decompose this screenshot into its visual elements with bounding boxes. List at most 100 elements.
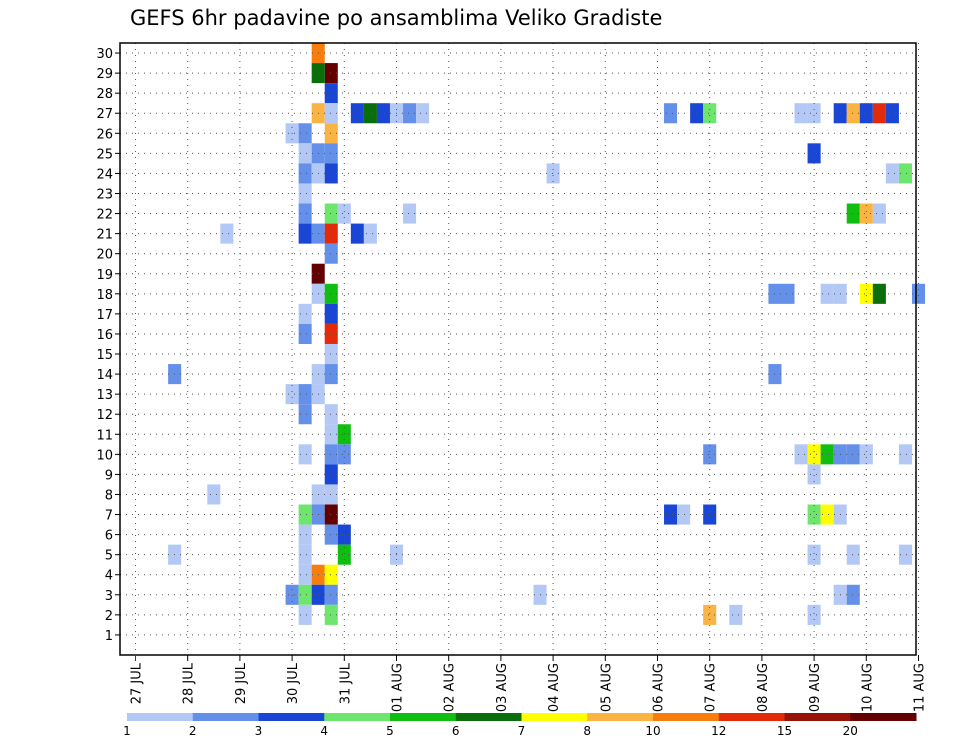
precip-cell — [859, 103, 873, 124]
precip-cell — [807, 504, 821, 525]
precip-cell — [807, 604, 821, 625]
precip-cell — [337, 544, 351, 565]
y-tick-label: 20 — [96, 248, 113, 263]
y-tick-label: 13 — [96, 388, 113, 403]
y-tick-label: 26 — [96, 127, 113, 142]
precip-cell — [324, 444, 338, 465]
y-tick-label: 18 — [96, 288, 113, 303]
colorbar-label: 10 — [645, 724, 660, 738]
precip-cell — [285, 584, 299, 605]
y-tick-label: 24 — [96, 167, 113, 182]
x-tick-label: 01 AUG — [391, 663, 406, 712]
y-tick-label: 1 — [105, 629, 113, 644]
precip-cell — [285, 384, 299, 405]
precip-cell — [324, 564, 338, 585]
precip-cell — [807, 143, 821, 164]
cells-layer — [168, 43, 926, 625]
y-axis: 1234567891011121314151617181920212223242… — [96, 47, 120, 644]
y-tick-label: 6 — [105, 529, 113, 544]
colorbar-swatch — [850, 713, 917, 721]
colorbar-swatch — [784, 713, 851, 721]
precip-cell — [703, 504, 717, 525]
y-tick-label: 30 — [96, 47, 113, 62]
x-tick-label: 04 AUG — [547, 663, 562, 712]
precip-cell — [872, 103, 886, 124]
colorbar-label: 1 — [123, 724, 131, 738]
precip-cell — [885, 163, 899, 184]
colorbar-label: 5 — [386, 724, 394, 738]
colorbar-swatch — [192, 713, 259, 721]
precip-cell — [298, 323, 312, 344]
precip-cell — [324, 283, 338, 304]
precip-cell — [794, 444, 808, 465]
x-tick-label: 10 AUG — [860, 663, 875, 712]
colorbar-swatch — [258, 713, 325, 721]
colorbar-swatch — [653, 713, 720, 721]
precip-cell — [807, 544, 821, 565]
precip-cell — [872, 283, 886, 304]
precip-cell — [298, 163, 312, 184]
precip-cell — [859, 203, 873, 224]
colorbar-label: 3 — [255, 724, 263, 738]
colorbar-swatch — [127, 713, 194, 721]
precip-cell — [298, 203, 312, 224]
colorbar-label: 15 — [777, 724, 792, 738]
colorbar-label: 8 — [583, 724, 591, 738]
x-tick-label: 07 AUG — [704, 663, 719, 712]
precip-cell — [703, 103, 717, 124]
precip-cell — [324, 63, 338, 84]
precip-cell — [859, 283, 873, 304]
precip-cell — [324, 364, 338, 385]
precip-cell — [298, 544, 312, 565]
precip-cell — [781, 283, 795, 304]
y-tick-label: 28 — [96, 87, 113, 102]
precip-cell — [298, 444, 312, 465]
precip-cell — [298, 404, 312, 425]
plot-frame — [119, 42, 917, 656]
x-tick-label: 03 AUG — [495, 663, 510, 712]
y-tick-label: 25 — [96, 147, 113, 162]
precip-cell — [807, 103, 821, 124]
y-tick-label: 11 — [96, 428, 113, 443]
precip-cell — [324, 223, 338, 244]
precip-cell — [324, 243, 338, 264]
precip-cell — [298, 223, 312, 244]
colorbar-label: 7 — [518, 724, 526, 738]
precip-cell — [324, 163, 338, 184]
y-tick-label: 16 — [96, 328, 113, 343]
precip-cell — [703, 444, 717, 465]
x-tick-label: 28 JUL — [182, 662, 197, 704]
x-axis: 27 JUL 28 JUL 29 JUL 30 JUL 31 JUL 01 AUG 02 A… — [130, 655, 928, 712]
x-tick-label: 09 AUG — [808, 663, 823, 712]
y-tick-label: 19 — [96, 268, 113, 283]
precip-cell — [403, 203, 417, 224]
precip-cell — [911, 283, 926, 304]
precip-cell — [324, 404, 338, 425]
precip-cell — [207, 484, 221, 505]
precip-cell — [846, 103, 860, 124]
precip-cell — [820, 444, 834, 465]
x-tick-label: 11 AUG — [913, 663, 928, 712]
precip-cell — [324, 524, 338, 545]
colorbar-swatch — [324, 713, 391, 721]
precip-cell — [298, 584, 312, 605]
y-tick-label: 2 — [105, 609, 113, 624]
precip-cell — [298, 303, 312, 324]
precip-cell — [324, 343, 338, 365]
x-tick-label: 27 JUL — [130, 662, 145, 704]
precip-cell — [350, 223, 364, 244]
precip-cell — [664, 504, 678, 525]
precip-cell — [324, 464, 338, 485]
y-tick-label: 8 — [105, 488, 113, 503]
x-tick-label: 05 AUG — [599, 663, 614, 712]
precip-cell — [220, 223, 234, 244]
precip-cell — [846, 203, 860, 224]
x-tick-label: 30 JUL — [286, 662, 301, 704]
colorbar-label: 20 — [843, 724, 858, 738]
y-tick-label: 12 — [96, 408, 113, 423]
x-tick-label: 29 JUL — [234, 662, 249, 704]
y-tick-label: 21 — [96, 228, 113, 243]
precip-cell — [703, 604, 717, 625]
grid-layer — [120, 43, 919, 655]
precip-cell — [324, 484, 338, 505]
